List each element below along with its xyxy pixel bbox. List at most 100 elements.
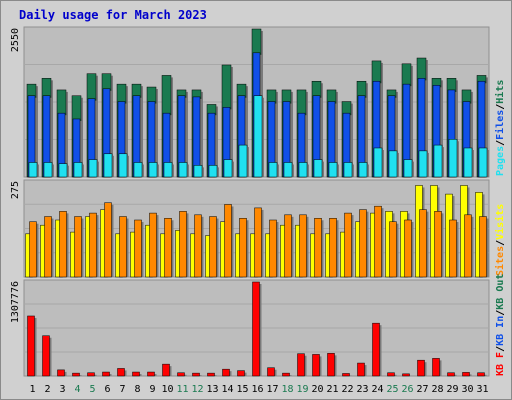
bar-kbf-day-5	[87, 372, 95, 377]
day-label-24: 24	[371, 384, 383, 395]
day-label-8: 8	[134, 384, 140, 395]
max-label-hits: 2550	[10, 28, 21, 52]
bar-pages-day-8	[133, 162, 143, 178]
legend-separator: /	[495, 310, 506, 316]
bar-pages-day-20	[313, 159, 323, 178]
bar-sites-day-25	[389, 221, 397, 278]
bar-sites-day-8	[134, 219, 142, 278]
legend-separator: /	[495, 140, 506, 146]
day-label-23: 23	[356, 384, 368, 395]
bar-kbf-day-17	[267, 367, 275, 377]
bar-sites-day-1	[29, 221, 37, 278]
bar-sites-day-22	[344, 212, 352, 278]
legend-text: Pages/Files/Hits	[494, 80, 506, 176]
bar-pages-day-3	[58, 163, 68, 178]
bar-sites-day-30	[464, 214, 472, 278]
bar-kbf-day-10	[162, 363, 170, 377]
bar-sites-day-20	[314, 218, 322, 278]
legend-files: Files	[494, 110, 506, 140]
day-label-13: 13	[206, 384, 218, 395]
legend-kb-out: KB Out	[495, 274, 506, 310]
bar-kbf-day-6	[102, 371, 110, 377]
bar-sites-day-9	[149, 212, 157, 278]
bar-pages-day-28	[433, 144, 443, 178]
bar-sites-day-12	[194, 214, 202, 278]
bar-kbf-day-16	[252, 281, 260, 377]
bar-pages-day-16	[253, 95, 263, 178]
bar-sites-day-4	[74, 216, 82, 278]
bar-sites-day-24	[374, 205, 382, 278]
day-label-2: 2	[44, 384, 50, 395]
bar-pages-day-10	[163, 162, 173, 178]
bar-pages-day-7	[118, 153, 128, 178]
bar-pages-day-5	[88, 159, 98, 178]
bar-sites-day-17	[269, 219, 277, 278]
legend-visits: Visits	[494, 204, 506, 240]
day-label-4: 4	[74, 384, 80, 395]
bar-kbf-day-22	[342, 373, 350, 377]
bar-pages-day-21	[328, 162, 338, 178]
bar-kbf-day-7	[117, 368, 125, 377]
bar-kbf-day-13	[207, 372, 215, 377]
bar-sites-day-14	[224, 204, 232, 278]
day-labels: 1 2 3 4 5 6 7 8 9 10 11 12 13 14 15 16 17 18 19 20 21 22 23 24 2…	[29, 384, 488, 395]
bar-pages-day-9	[148, 162, 158, 178]
bar-kbf-day-11	[177, 372, 185, 377]
bar-pages-day-13	[208, 165, 218, 178]
bar-pages-day-6	[103, 153, 113, 178]
bar-kbf-day-2	[42, 335, 50, 377]
bar-files-day-12	[192, 96, 201, 178]
bar-sites-day-11	[179, 211, 187, 278]
day-label-11: 11	[176, 384, 188, 395]
bar-sites-day-28	[434, 211, 442, 278]
day-label-5: 5	[89, 384, 95, 395]
bar-kbf-day-12	[192, 372, 200, 377]
bar-sites-day-21	[329, 218, 337, 278]
day-label-30: 30	[461, 384, 473, 395]
bar-kbf-day-20	[312, 354, 320, 377]
legend-visits-sites: Sites/Visits	[494, 204, 506, 276]
legend-sites: Sites	[494, 246, 506, 276]
bar-sites-day-13	[209, 216, 217, 278]
legend-separator: /	[495, 346, 506, 352]
bar-kbf-day-1	[27, 315, 35, 377]
day-label-10: 10	[161, 384, 173, 395]
bar-pages-day-2	[43, 162, 53, 178]
bar-kbf-day-31	[477, 372, 485, 377]
bar-pages-day-14	[223, 159, 233, 178]
day-label-28: 28	[431, 384, 443, 395]
day-label-3: 3	[59, 384, 65, 395]
bar-kbf-day-27	[417, 359, 425, 377]
bar-sites-day-23	[359, 209, 367, 278]
legend-text: Sites/Visits	[494, 204, 506, 276]
legend-separator: /	[495, 240, 506, 246]
bar-kbf-day-23	[357, 362, 365, 377]
bar-sites-day-19	[299, 214, 307, 278]
day-label-14: 14	[221, 384, 233, 395]
bar-pages-day-23	[358, 162, 368, 178]
day-label-31: 31	[476, 384, 488, 395]
bar-kbf-day-3	[57, 369, 65, 377]
legend-kb-f: KB F	[495, 352, 506, 376]
day-label-27: 27	[416, 384, 428, 395]
chart-title: Daily usage for March 2023	[19, 8, 207, 22]
legend-pages: Pages	[495, 146, 506, 176]
bar-kbf-day-29	[447, 372, 455, 377]
bar-sites-day-18	[284, 214, 292, 278]
day-label-9: 9	[149, 384, 155, 395]
bar-pages-day-22	[343, 162, 353, 178]
bar-pages-day-4	[73, 162, 83, 178]
bar-sites-day-27	[419, 209, 427, 278]
bar-kbf-day-4	[72, 372, 80, 377]
max-label-kb: 1307776	[10, 281, 21, 323]
day-label-19: 19	[296, 384, 308, 395]
bar-pages-day-18	[283, 162, 293, 178]
bar-pages-day-19	[298, 162, 308, 178]
bar-pages-day-24	[373, 147, 383, 178]
bar-sites-day-2	[44, 216, 52, 278]
bar-pages-day-27	[418, 150, 428, 178]
max-label-visits: 275	[10, 181, 21, 199]
bar-sites-day-31	[479, 216, 487, 278]
day-label-18: 18	[281, 384, 293, 395]
